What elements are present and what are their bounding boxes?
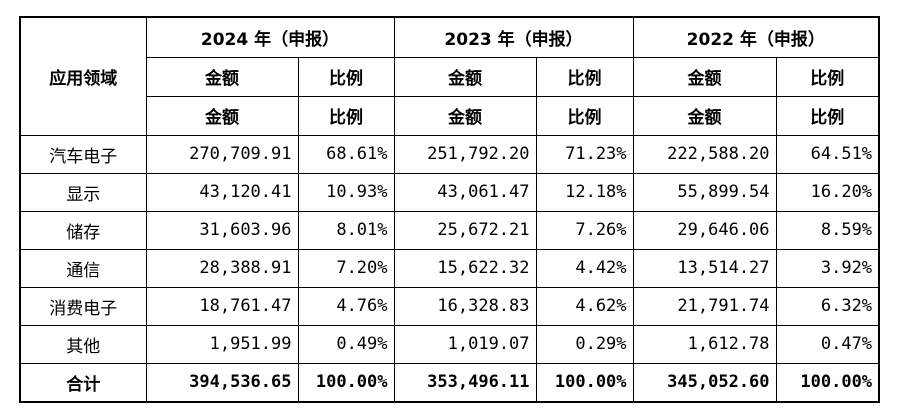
subheader-row-repeat: 金额 比例 金额 比例 金额 比例: [20, 95, 880, 136]
field-cell: 其他: [19, 324, 147, 364]
amount-header: 金额: [145, 95, 299, 136]
year-header-2023: 2023 年（申报）: [393, 16, 634, 58]
ratio-cell: 68.61%: [297, 134, 395, 174]
amount-cell: 270,709.91: [145, 134, 299, 174]
field-cell: 消费电子: [19, 286, 147, 326]
amount-header: 金额: [393, 56, 537, 97]
year-header-2022: 2022 年（申报）: [632, 16, 880, 58]
table-row: 显示 43,120.41 10.93% 43,061.47 12.18% 55,…: [19, 172, 880, 212]
table-row: 汽车电子 270,709.91 68.61% 251,792.20 71.23%…: [19, 134, 880, 174]
total-amount-cell: 394,536.65: [145, 362, 299, 403]
amount-cell: 251,792.20: [393, 134, 537, 174]
amount-cell: 18,761.47: [145, 286, 299, 326]
total-amount-cell: 353,496.11: [393, 362, 537, 403]
table-row: 消费电子 18,761.47 4.76% 16,328.83 4.62% 21,…: [19, 286, 880, 326]
amount-header: 金额: [632, 56, 777, 97]
ratio-cell: 3.92%: [775, 248, 880, 288]
amount-cell: 43,120.41: [145, 172, 299, 212]
year-header-row: 应用领域 2024 年（申报） 2023 年（申报） 2022 年（申报）: [19, 16, 880, 136]
amount-cell: 29,646.06: [632, 210, 777, 250]
amount-cell: 15,622.32: [393, 248, 537, 288]
amount-cell: 13,514.27: [632, 248, 777, 288]
amount-cell: 43,061.47: [393, 172, 537, 212]
ratio-cell: 71.23%: [535, 134, 634, 174]
field-cell: 显示: [19, 172, 147, 212]
amount-header: 金额: [632, 95, 777, 136]
revenue-by-application-table: 应用领域 2024 年（申报） 2023 年（申报） 2022 年（申报） 金额…: [19, 16, 881, 403]
amount-cell: 1,951.99: [145, 324, 299, 364]
total-label: 合计: [19, 362, 147, 403]
ratio-cell: 10.93%: [297, 172, 395, 212]
amount-cell: 1,019.07: [393, 324, 537, 364]
amount-cell: 31,603.96: [145, 210, 299, 250]
amount-cell: 16,328.83: [393, 286, 537, 326]
ratio-header: 比例: [775, 56, 880, 97]
total-row: 合计 394,536.65 100.00% 353,496.11 100.00%…: [19, 362, 880, 403]
field-cell: 通信: [19, 248, 147, 288]
ratio-header: 比例: [535, 56, 634, 97]
amount-header: 金额: [393, 95, 537, 136]
amount-cell: 25,672.21: [393, 210, 537, 250]
ratio-cell: 6.32%: [775, 286, 880, 326]
table-row: 通信 28,388.91 7.20% 15,622.32 4.42% 13,51…: [19, 248, 880, 288]
amount-cell: 222,588.20: [632, 134, 777, 174]
ratio-cell: 8.01%: [297, 210, 395, 250]
table-row: 储存 31,603.96 8.01% 25,672.21 7.26% 29,64…: [19, 210, 880, 250]
ratio-cell: 0.49%: [297, 324, 395, 364]
amount-cell: 55,899.54: [632, 172, 777, 212]
amount-cell: 21,791.74: [632, 286, 777, 326]
ratio-cell: 0.29%: [535, 324, 634, 364]
ratio-cell: 8.59%: [775, 210, 880, 250]
subheader-row: 金额 比例 金额 比例 金额 比例: [20, 56, 880, 97]
ratio-cell: 4.62%: [535, 286, 634, 326]
amount-cell: 28,388.91: [145, 248, 299, 288]
ratio-cell: 4.42%: [535, 248, 634, 288]
amount-header: 金额: [145, 56, 299, 97]
ratio-header: 比例: [297, 56, 395, 97]
ratio-cell: 7.26%: [535, 210, 634, 250]
ratio-cell: 4.76%: [297, 286, 395, 326]
total-ratio-cell: 100.00%: [775, 362, 880, 403]
ratio-cell: 0.47%: [775, 324, 880, 364]
total-amount-cell: 345,052.60: [632, 362, 777, 403]
ratio-header: 比例: [535, 95, 634, 136]
ratio-header: 比例: [775, 95, 880, 136]
field-column-header: 应用领域: [19, 16, 147, 136]
field-cell: 汽车电子: [19, 134, 147, 174]
ratio-header: 比例: [297, 95, 395, 136]
year-header-2024: 2024 年（申报）: [145, 16, 395, 58]
ratio-cell: 12.18%: [535, 172, 634, 212]
ratio-cell: 16.20%: [775, 172, 880, 212]
table-row: 其他 1,951.99 0.49% 1,019.07 0.29% 1,612.7…: [19, 324, 880, 364]
amount-cell: 1,612.78: [632, 324, 777, 364]
ratio-cell: 7.20%: [297, 248, 395, 288]
ratio-cell: 64.51%: [775, 134, 880, 174]
field-cell: 储存: [19, 210, 147, 250]
total-ratio-cell: 100.00%: [535, 362, 634, 403]
total-ratio-cell: 100.00%: [297, 362, 395, 403]
